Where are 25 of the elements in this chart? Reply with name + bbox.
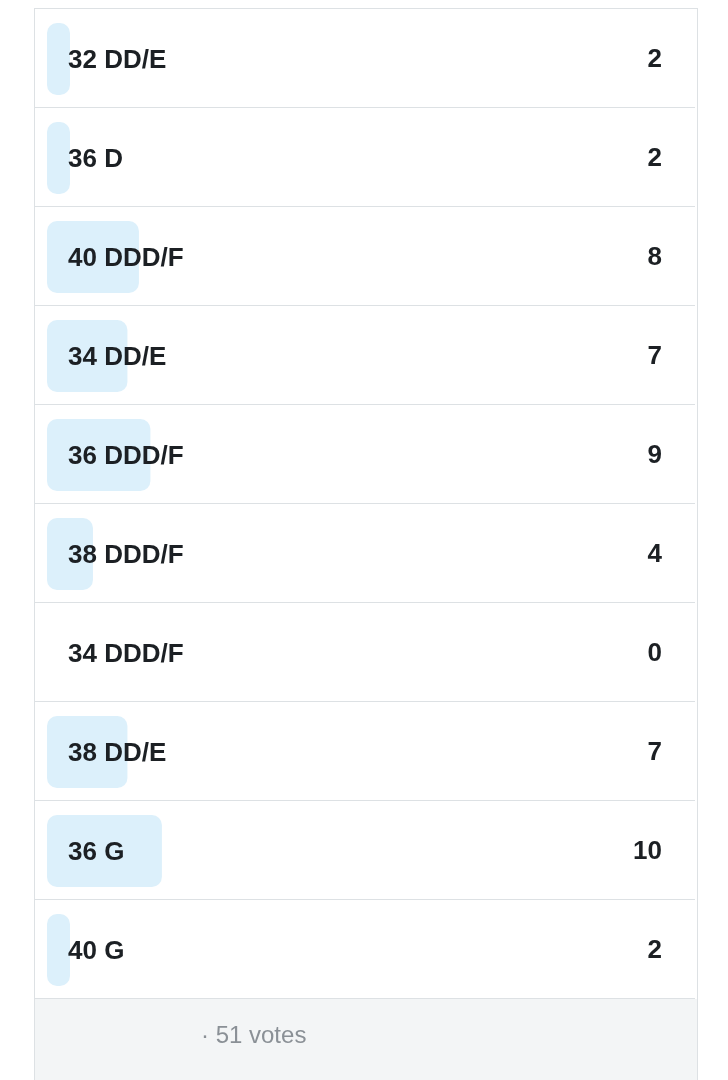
bar — [47, 122, 70, 194]
y-tick-label: 40 G — [68, 934, 125, 965]
y-tick-label: 32 DD/E — [68, 43, 167, 74]
bar — [47, 914, 70, 986]
text: · 51 votes — [201, 1021, 307, 1049]
y-tick-label: 36 D — [68, 142, 123, 173]
data-label: 10 — [633, 835, 662, 866]
y-tick-label: 40 DDD/F — [68, 241, 184, 272]
y-tick-label: 34 DDD/F — [68, 637, 184, 668]
data-label: 7 — [647, 340, 662, 371]
data-label: 7 — [647, 736, 662, 767]
data-label: 9 — [647, 439, 662, 470]
bar — [47, 23, 70, 95]
y-tick-label: 34 DD/E — [68, 340, 167, 371]
y-tick-label: 36 G — [68, 835, 125, 866]
y-tick-label: 38 DD/E — [68, 736, 167, 767]
data-label: 4 — [647, 538, 662, 569]
y-tick-label: 36 DDD/F — [68, 439, 184, 470]
data-label: 0 — [647, 637, 662, 668]
data-label: 2 — [647, 142, 662, 173]
bar — [47, 815, 162, 887]
data-label: 2 — [647, 934, 662, 965]
y-tick-label: 38 DDD/F — [68, 538, 184, 569]
data-label: 8 — [647, 241, 662, 272]
data-label: 2 — [647, 43, 662, 74]
